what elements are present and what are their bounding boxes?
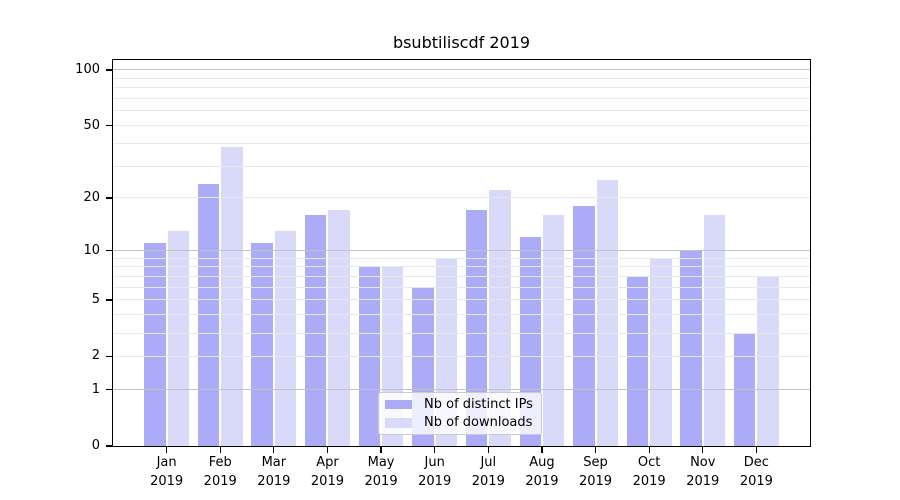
bar-downloads-feb [221,147,243,446]
legend-row: Nb of distinct IPs [385,395,535,414]
y-tick [106,445,113,447]
minor-gridline [113,165,810,167]
minor-gridline [113,355,810,357]
x-tick [755,447,758,453]
y-tick-label: 1 [91,381,100,397]
y-tick [106,124,113,127]
x-tick-label: Oct 2019 [632,455,666,489]
bar-downloads-sep [596,180,618,446]
minor-gridline [113,332,810,334]
legend-swatch-downloads [385,418,412,428]
x-tick-label: Dec 2019 [739,455,773,489]
bar-downloads-apr [328,210,350,446]
x-tick [165,447,168,453]
minor-gridline [113,266,810,268]
bar-distinct-ips-sep [573,206,595,446]
bar-downloads-mar [274,230,297,446]
legend-swatch-distinct-ips [385,399,412,409]
chart-title: bsubtiliscdf 2019 [392,33,531,52]
y-tick [106,355,113,358]
x-tick-label: Feb 2019 [203,455,237,489]
y-tick [106,388,113,391]
minor-gridline [113,299,810,301]
bar-distinct-ips-apr [305,215,327,446]
x-tick-label: Jul 2019 [471,455,505,489]
bar-distinct-ips-mar [251,243,273,446]
bar-downloads-dec [757,276,779,446]
bottom-spine [111,446,812,448]
bar-distinct-ips-jan [144,243,166,446]
y-tick [106,69,113,71]
x-tick [541,447,543,453]
bar-downloads-oct [650,258,672,446]
x-tick [648,447,650,453]
legend-row: Nb of downloads [385,414,535,433]
top-spine [111,58,812,60]
minor-gridline [113,197,810,199]
y-tick-label: 0 [91,438,100,453]
bar-distinct-ips-jul [465,210,488,446]
minor-gridline [113,77,810,79]
bar-distinct-ips-oct [626,276,649,446]
major-gridline [113,250,810,252]
x-tick-label: Sep 2019 [578,455,613,489]
major-gridline [113,69,810,71]
x-tick [702,447,704,453]
minor-gridline [113,314,810,316]
x-tick [219,447,221,453]
bar-downloads-aug [542,215,565,446]
bar-downloads-jan [167,230,189,446]
y-tick-label: 20 [83,189,100,205]
bar-downloads-nov [703,215,726,446]
right-spine [810,58,812,448]
y-tick-label: 10 [83,242,100,258]
legend: Nb of distinct IPs Nb of downloads [378,392,542,435]
minor-gridline [113,110,810,112]
minor-gridline [113,142,810,144]
x-tick-label: Mar 2019 [257,455,291,489]
legend-label-downloads: Nb of downloads [424,415,533,431]
x-tick [380,447,382,453]
x-tick [273,447,275,453]
y-tick-label: 100 [75,61,100,77]
minor-gridline [113,257,810,259]
y-tick [106,299,113,301]
x-tick [326,447,329,453]
minor-gridline [113,87,810,89]
y-tick-label: 2 [91,348,100,364]
minor-gridline [113,98,810,100]
x-tick-label: Jan 2019 [150,455,184,489]
x-tick-label: May 2019 [364,455,398,489]
major-gridline [113,389,810,390]
left-spine [111,58,113,448]
y-tick [106,197,113,199]
x-tick-label: Aug 2019 [525,455,559,489]
x-tick [487,447,489,453]
legend-label-distinct-ips: Nb of distinct IPs [424,396,533,412]
x-tick [434,447,436,453]
x-tick-label: Apr 2019 [310,455,344,489]
y-tick [106,249,113,252]
x-tick-label: Nov 2019 [686,455,720,489]
y-tick-label: 5 [91,291,100,307]
minor-gridline [113,276,810,278]
x-tick-label: Jun 2019 [418,455,452,489]
minor-gridline [113,286,810,288]
bar-downloads-jul [489,190,511,446]
y-tick-label: 50 [83,117,100,133]
minor-gridline [113,125,810,127]
x-tick [594,447,597,453]
bar-distinct-ips-nov [680,250,702,446]
